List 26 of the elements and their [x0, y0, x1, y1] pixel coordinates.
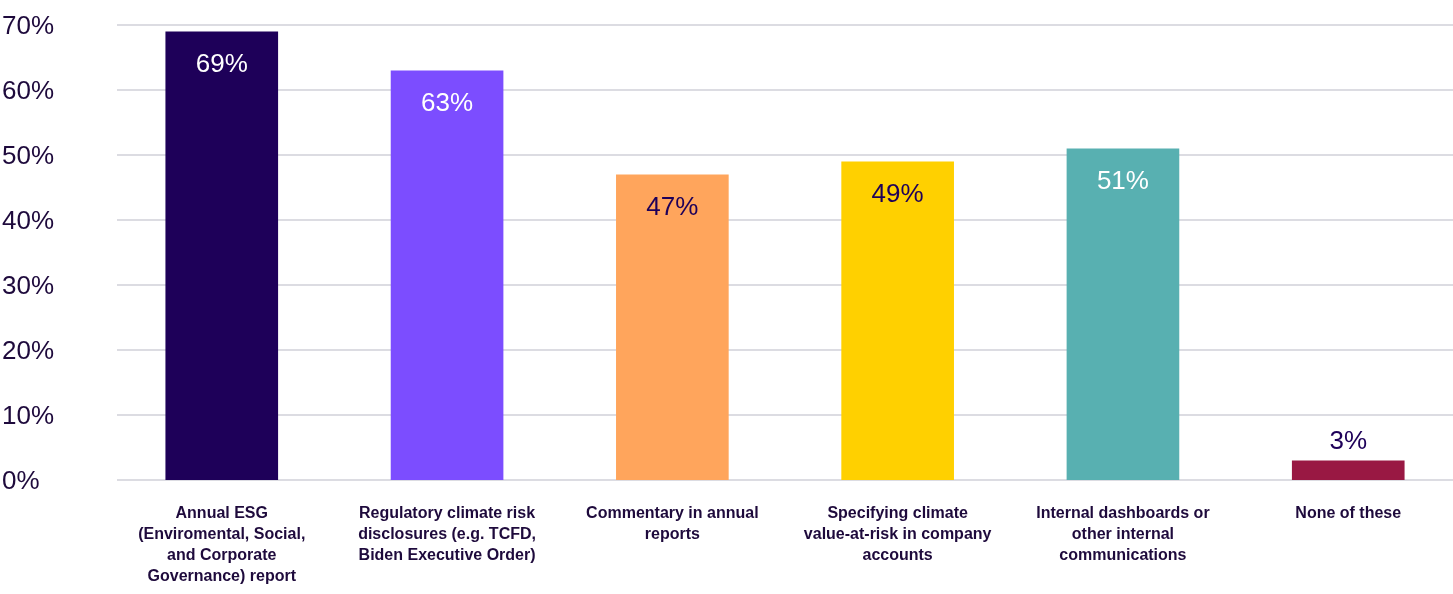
y-tick-label: 20%	[2, 335, 55, 366]
y-tick-label: 70%	[2, 10, 55, 41]
x-tick-label: Regulatory climate risk disclosures (e.g. TCFD, Biden Executive Order)	[358, 504, 536, 563]
x-tick-label: Specifying climate value-at-risk in company accounts	[803, 504, 992, 563]
bar	[165, 31, 279, 480]
x-tick-label: Commentary in annual reports	[586, 504, 759, 542]
data-label: 3%	[1329, 424, 1368, 455]
data-label: 63%	[421, 86, 474, 117]
x-tick-label: Internal dashboards or other internal communications	[1036, 504, 1210, 563]
y-tick-label: 30%	[2, 270, 55, 301]
bar	[616, 174, 729, 480]
bar	[390, 70, 504, 480]
data-label: 51%	[1096, 164, 1149, 195]
y-tick-label: 60%	[2, 75, 55, 106]
y-tick-label: 10%	[2, 400, 55, 431]
y-tick-label: 50%	[2, 140, 55, 171]
data-label: 49%	[871, 177, 924, 208]
y-tick-label: 0%	[2, 465, 40, 496]
x-tick-label: Annual ESG (Enviromental, Social, and Corporate Governance) report	[138, 504, 306, 584]
data-label: 69%	[195, 47, 248, 78]
data-label: 47%	[646, 190, 699, 221]
x-tick-label: None of these	[1295, 504, 1402, 521]
bar	[1066, 148, 1180, 480]
bar	[1291, 460, 1405, 480]
y-tick-label: 40%	[2, 205, 55, 236]
bar	[841, 161, 954, 480]
